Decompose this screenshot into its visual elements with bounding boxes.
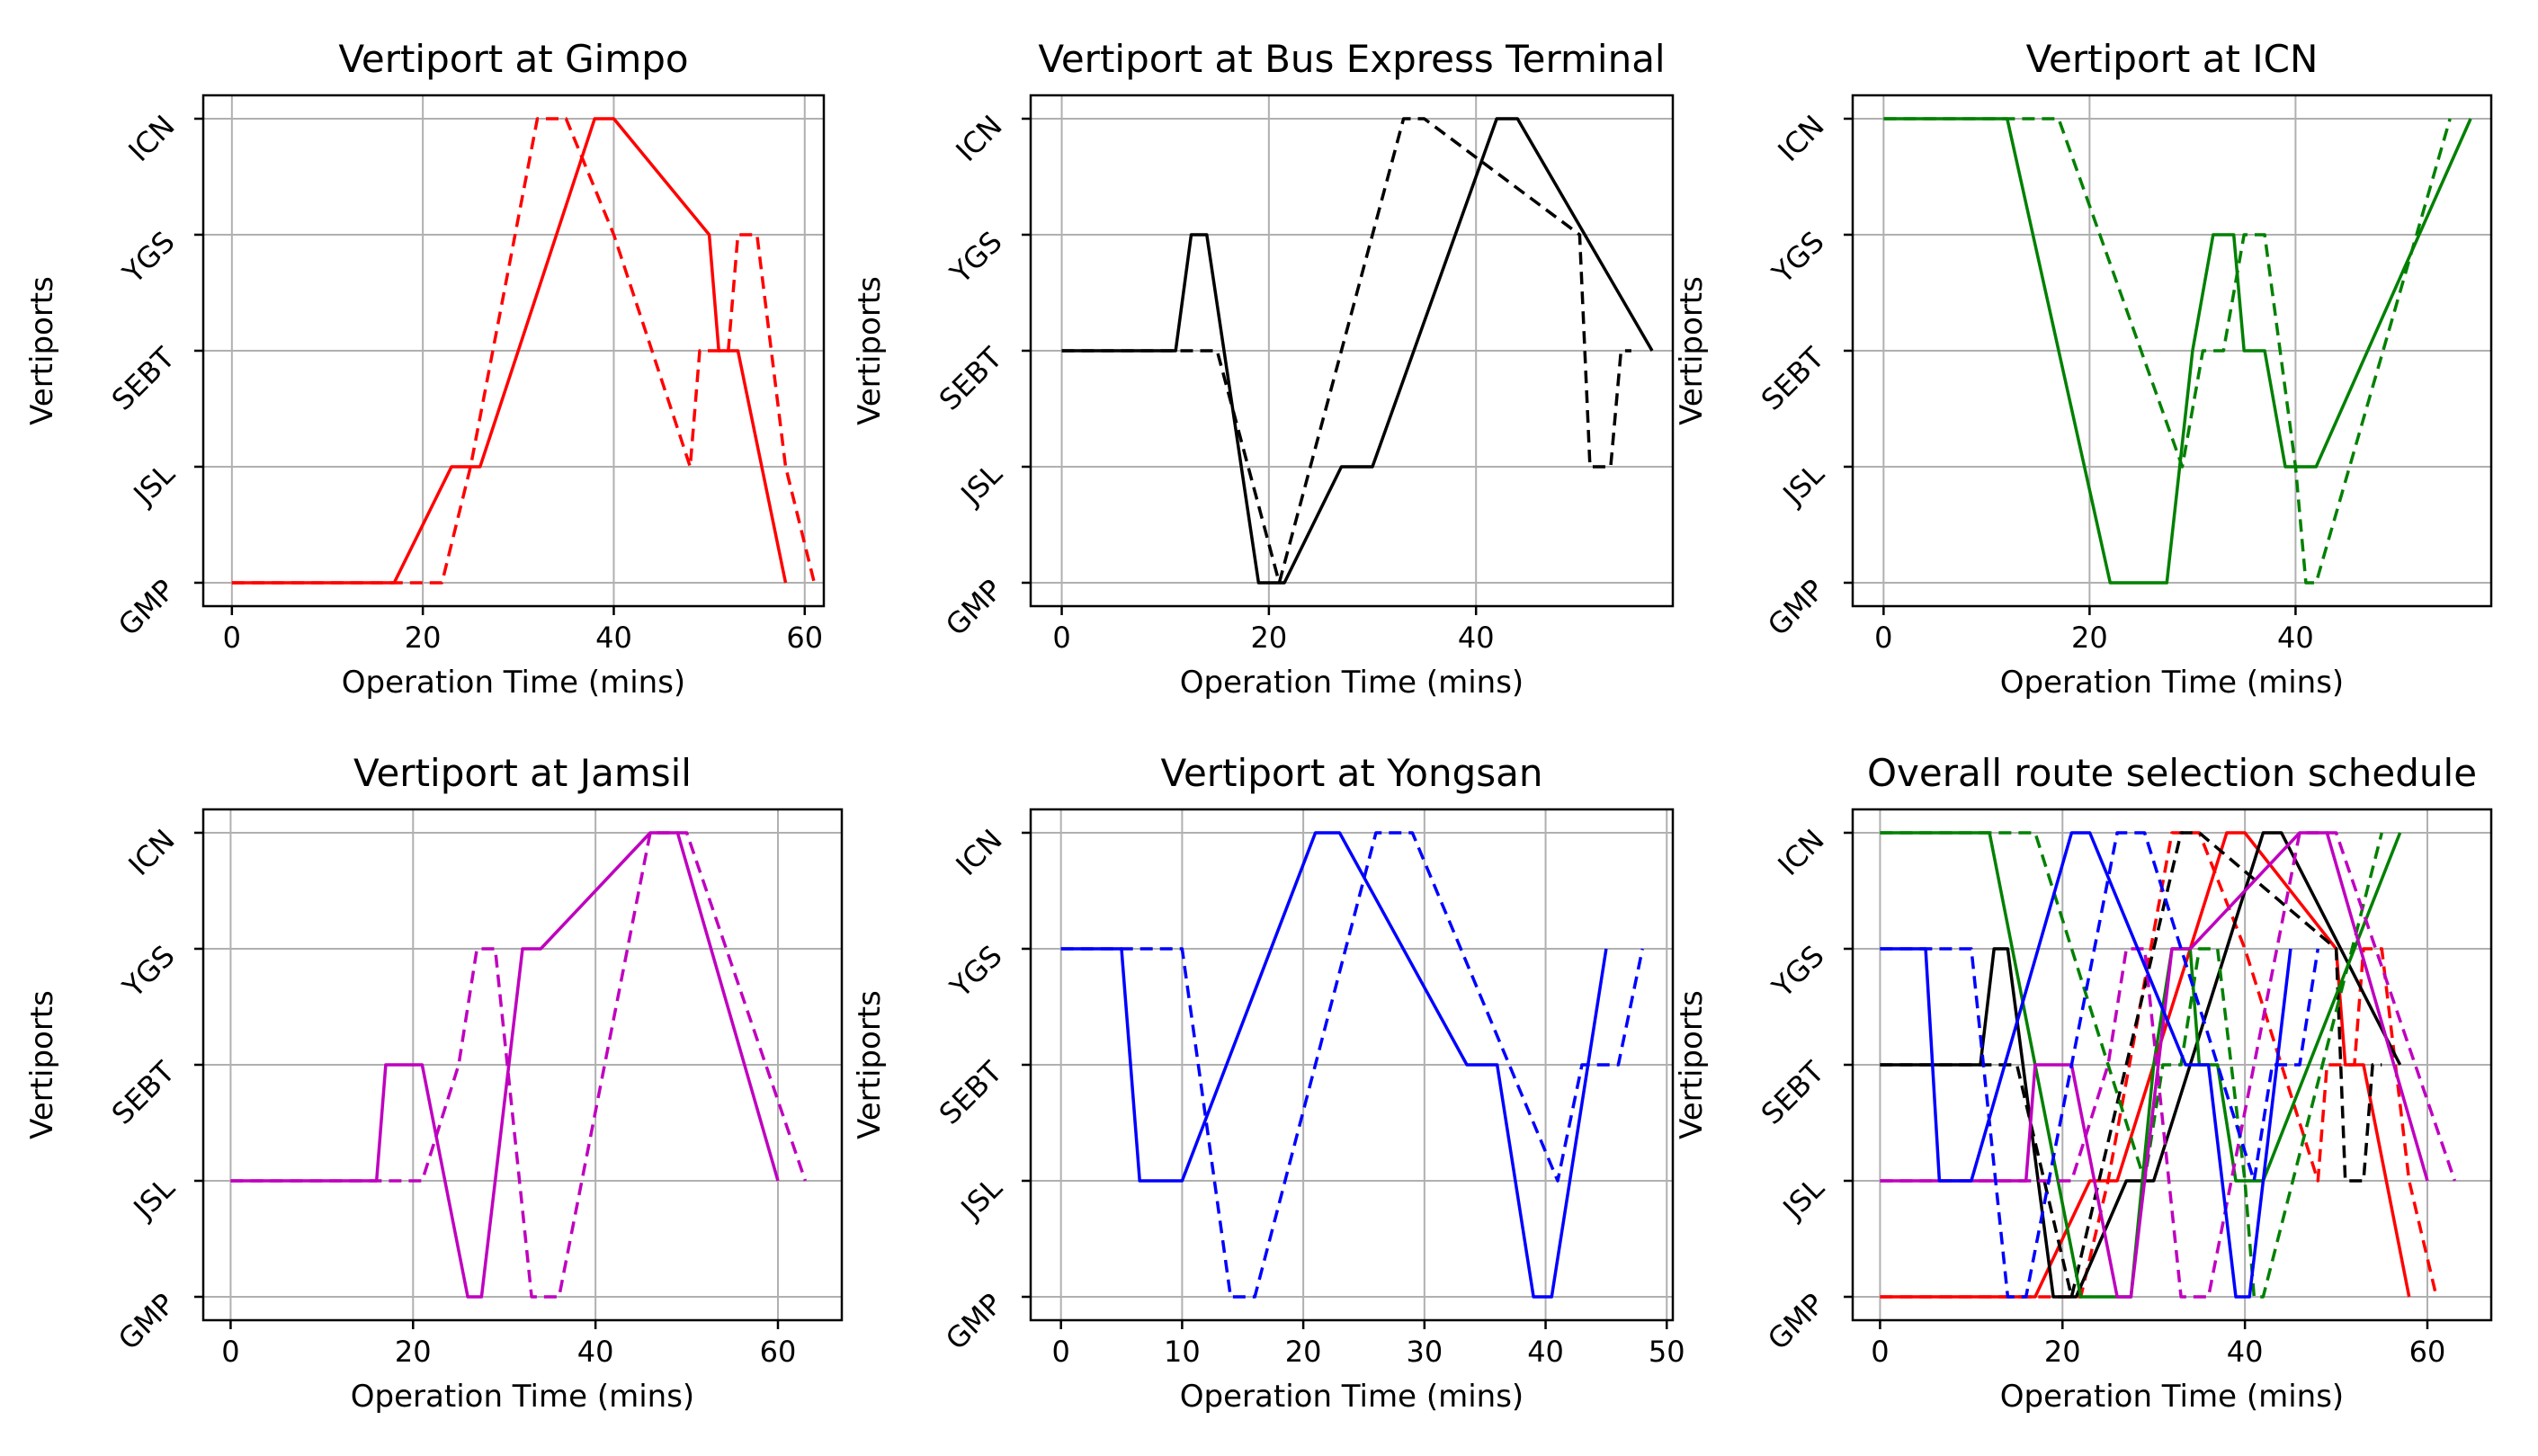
x-axis-label: Operation Time (mins) (1180, 665, 1524, 701)
subplot-1: 0 20 40 60 GMP JSL SEBT YGS ICN Vertiport at Gimp… (24, 37, 826, 701)
x-tick-label: 60 (786, 621, 823, 655)
chart-title: Overall route selection schedule (1867, 751, 2477, 795)
y-axis-label: Vertiports (24, 276, 60, 425)
series-line-sebt-solid (1880, 831, 2402, 1299)
y-tick-label: YGS (115, 225, 181, 290)
x-tick-label: 20 (2044, 1335, 2081, 1369)
y-tick-label: GMP (112, 1287, 182, 1357)
series-line-yongsan-solid (1880, 831, 2292, 1299)
series-line-jamsil-dashed (1880, 831, 2457, 1299)
y-tick-label: YGS (943, 939, 1008, 1005)
y-axis-label: Vertiports (1674, 276, 1710, 425)
x-axis-label: Operation Time (mins) (2000, 665, 2344, 701)
y-tick-label: ICN (1771, 109, 1830, 168)
y-tick-label: SEBT (933, 340, 1009, 416)
y-tick-label: JSL (126, 1171, 182, 1227)
y-tick-label: JSL (1775, 1171, 1831, 1227)
x-tick-label: 20 (395, 1335, 432, 1369)
x-tick-label: 40 (2277, 621, 2314, 655)
subplot-6: 0 20 40 60 GMP JSL SEBT YGS ICN Overall route sel… (1674, 751, 2493, 1415)
y-tick-label: ICN (121, 109, 181, 168)
y-tick-label: ICN (949, 109, 1008, 168)
series-line-icn-dashed (1880, 831, 2383, 1299)
x-axis-label: Operation Time (mins) (2000, 1379, 2344, 1415)
x-axis-label: Operation Time (mins) (351, 1379, 694, 1415)
subplot-2: 0 20 40 GMP JSL SEBT YGS ICN Vertiport at Bus Ex… (852, 37, 1675, 701)
subplot-5: 0 10 20 30 40 50 GMP JSL SEBT YGS ICN Vertiport at … (852, 751, 1685, 1415)
x-tick-label: 30 (1406, 1335, 1443, 1369)
x-tick-label: 40 (595, 621, 632, 655)
chart-title: Vertiport at Yongsan (1160, 751, 1542, 795)
x-tick-label: 0 (1051, 1335, 1069, 1369)
x-tick-label: 60 (760, 1335, 797, 1369)
y-axis-label: Vertiports (852, 276, 888, 425)
chart-title: Vertiport at Jamsil (353, 751, 692, 795)
series-line-dashed (1061, 117, 1631, 585)
chart-title: Vertiport at Bus Express Terminal (1038, 37, 1665, 81)
y-tick-label: ICN (949, 823, 1008, 882)
y-tick-label: SEBT (1755, 1054, 1831, 1130)
x-tick-label: 40 (2227, 1335, 2264, 1369)
x-tick-label: 10 (1164, 1335, 1201, 1369)
series-line-yongsan-dashed (1880, 831, 2320, 1299)
subplot-4: 0 20 40 60 GMP JSL SEBT YGS ICN Vertiport at Jams… (24, 751, 844, 1415)
series-line-sebt-dashed (1880, 831, 2382, 1299)
subplot-3: 0 20 40 GMP JSL SEBT YGS ICN Vertiport at ICN Ope… (1674, 37, 2493, 701)
x-tick-label: 20 (405, 621, 442, 655)
series-line-dashed (231, 117, 817, 585)
y-axis-label: Vertiports (24, 990, 60, 1139)
x-tick-label: 0 (1874, 621, 1892, 655)
y-axis-label: Vertiports (1674, 990, 1710, 1139)
y-tick-label: JSL (126, 457, 182, 513)
y-tick-label: JSL (953, 1171, 1009, 1227)
x-tick-label: 20 (2071, 621, 2108, 655)
y-axis-label: Vertiports (852, 990, 888, 1139)
y-tick-label: JSL (1775, 457, 1831, 513)
y-tick-label: GMP (1761, 573, 1831, 643)
series-line-dashed (230, 831, 808, 1299)
series-line-dashed (1883, 117, 2452, 585)
y-tick-label: YGS (115, 939, 181, 1005)
series-line-solid (1061, 117, 1654, 585)
y-tick-label: YGS (1765, 939, 1830, 1005)
y-tick-label: SEBT (105, 1054, 182, 1130)
x-tick-label: 40 (1458, 621, 1495, 655)
y-tick-label: YGS (1765, 225, 1830, 290)
y-tick-label: ICN (121, 823, 181, 882)
chart-title: Vertiport at Gimpo (338, 37, 688, 81)
series-line-dashed (1060, 831, 1645, 1299)
x-tick-label: 0 (1052, 621, 1070, 655)
x-tick-label: 40 (577, 1335, 614, 1369)
series-line-solid (1883, 117, 2472, 585)
y-tick-label: YGS (943, 225, 1008, 290)
y-tick-label: JSL (953, 457, 1009, 513)
series-line-solid (231, 117, 788, 585)
x-tick-label: 60 (2409, 1335, 2446, 1369)
x-axis-label: Operation Time (mins) (1180, 1379, 1524, 1415)
y-tick-label: ICN (1771, 823, 1830, 882)
y-tick-label: SEBT (1755, 340, 1831, 416)
x-tick-label: 40 (1527, 1335, 1564, 1369)
x-tick-label: 20 (1285, 1335, 1322, 1369)
y-tick-label: GMP (1761, 1287, 1831, 1357)
series-line-solid (1060, 831, 1608, 1299)
chart-title: Vertiport at ICN (2026, 37, 2319, 81)
y-tick-label: SEBT (933, 1054, 1009, 1130)
y-tick-label: SEBT (105, 340, 182, 416)
x-axis-label: Operation Time (mins) (342, 665, 685, 701)
x-tick-label: 50 (1649, 1335, 1685, 1369)
y-tick-label: GMP (112, 573, 182, 643)
x-tick-label: 0 (223, 621, 241, 655)
x-tick-label: 0 (1871, 1335, 1889, 1369)
x-tick-label: 0 (221, 1335, 239, 1369)
x-tick-label: 20 (1251, 621, 1288, 655)
y-tick-label: GMP (939, 573, 1009, 643)
y-tick-label: GMP (939, 1287, 1009, 1357)
